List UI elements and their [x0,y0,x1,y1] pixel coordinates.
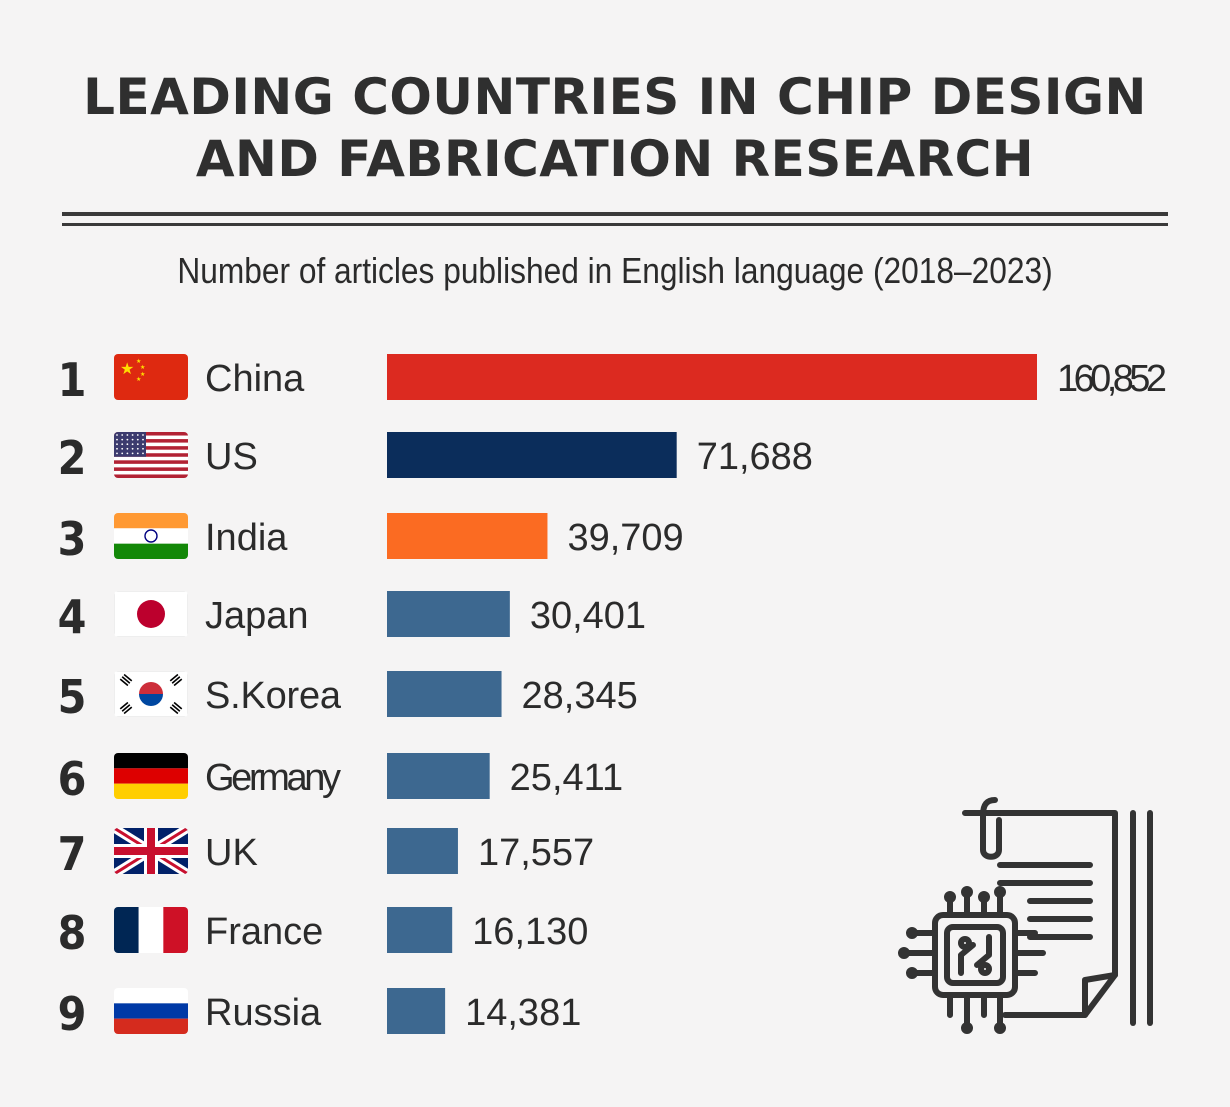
rank-label-6: 6 [58,752,87,806]
bar-germany [387,753,490,799]
value-label-japan: 30,401 [530,595,646,637]
bar-china [387,354,1037,400]
svg-text:★: ★ [136,376,141,383]
category-label-india: India [205,517,288,559]
category-label-germany: Germany [205,757,341,799]
value-label-india: 39,709 [567,517,683,559]
svg-text:★: ★ [120,359,134,378]
bar-russia [387,988,446,1034]
uk-flag-icon [114,828,188,874]
japan-flag-icon [114,591,188,637]
bar-france [387,907,453,953]
rank-label-9: 9 [58,987,87,1041]
bar-japan [387,591,510,637]
us-flag-icon [114,432,188,478]
bar-us [387,432,677,478]
value-label-skorea: 28,345 [522,675,638,717]
value-label-uk: 17,557 [478,832,594,874]
rank-label-8: 8 [58,906,87,960]
chart-title-line-2: AND FABRICATION RESEARCH [195,130,1035,188]
category-label-japan: Japan [205,595,309,637]
svg-text:★: ★ [136,358,141,365]
chart-subtitle: Number of articles published in English … [177,250,1053,291]
category-label-russia: Russia [205,992,322,1034]
rank-label-7: 7 [58,827,87,881]
category-label-us: US [205,436,258,478]
rank-label-5: 5 [58,670,87,724]
title-divider-bottom [62,223,1168,226]
value-label-france: 16,130 [472,911,588,953]
category-label-skorea: S.Korea [205,675,342,717]
rank-label-2: 2 [58,431,87,485]
china-flag-icon: ★ ★★★★ [114,354,188,400]
chart-title-line-1: LEADING COUNTRIES IN CHIP DESIGN [83,68,1147,126]
india-flag-icon [114,513,188,559]
chip-document-icon [898,797,1153,1034]
bar-india [387,513,548,559]
value-label-russia: 14,381 [465,992,581,1034]
russia-flag-icon [114,988,188,1034]
category-label-china: China [205,358,305,400]
value-label-china: 160,852 [1057,358,1167,400]
svg-text:★: ★ [140,364,145,371]
category-label-france: France [205,911,323,953]
bar-skorea [387,671,502,717]
germany-flag-icon [114,753,188,799]
value-label-germany: 25,411 [510,757,623,799]
category-label-uk: UK [205,832,258,874]
rank-label-1: 1 [58,353,87,407]
chart-title: LEADING COUNTRIES IN CHIP DESIGN AND FAB… [0,66,1230,190]
bar-uk [387,828,458,874]
value-label-us: 71,688 [697,436,813,478]
south-korea-flag-icon [114,671,188,717]
svg-text:★: ★ [140,371,145,378]
title-divider-top [62,212,1168,216]
rank-label-4: 4 [58,590,87,644]
rank-label-3: 3 [58,512,87,566]
france-flag-icon [114,907,188,953]
